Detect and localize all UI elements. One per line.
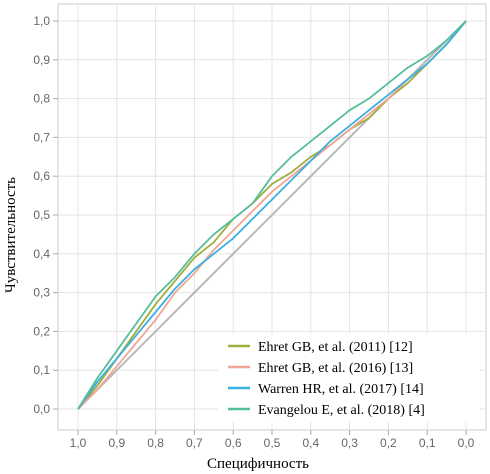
y-axis-ticks: 0,0 0,1 0,2 0,3 0,4 0,5 0,6 0,7 0,8 0,9 1,0 [33,14,58,416]
legend-label: Warren HR, et al. (2017) [14] [258,382,424,397]
series-line-4 [77,20,467,410]
x-tick-label: 0,2 [380,436,397,450]
x-tick-label: 1,0 [70,436,87,450]
y-tick-label: 0,3 [33,286,50,300]
series-line-3 [77,20,467,410]
series-lines [77,20,467,410]
legend: Ehret GB, et al. (2011) [12] Ehret GB, et… [218,334,480,422]
x-tick-label: 0,7 [186,436,203,450]
y-tick-label: 0,2 [33,324,50,338]
x-tick-label: 0,4 [302,436,319,450]
legend-label: Ehret GB, et al. (2016) [13] [258,361,413,376]
legend-label: Ehret GB, et al. (2011) [12] [258,340,413,355]
y-tick-label: 0,9 [33,53,50,67]
y-tick-label: 0,7 [33,130,50,144]
y-tick-label: 0,4 [33,247,50,261]
x-tick-label: 0,5 [264,436,281,450]
y-axis-title: Чувствительность [3,177,19,293]
y-tick-label: 0,5 [33,208,50,222]
legend-background [218,334,480,422]
x-axis-ticks: 1,0 0,9 0,8 0,7 0,6 0,5 0,4 0,3 0,2 0,1 0,0 [70,430,475,450]
x-tick-label: 0,9 [108,436,125,450]
x-tick-label: 0,6 [225,436,242,450]
x-axis-title: Специфичность [207,456,309,472]
y-tick-label: 0,1 [33,363,50,377]
x-tick-label: 0,0 [458,436,475,450]
x-tick-label: 0,1 [419,436,436,450]
x-tick-label: 0,3 [341,436,358,450]
legend-label: Evangelou E, et al. (2018) [4] [258,403,425,418]
series-line-1 [77,20,467,410]
y-tick-label: 0,6 [33,169,50,183]
y-tick-label: 0,0 [33,402,50,416]
x-tick-label: 0,8 [147,436,164,450]
y-tick-label: 0,8 [33,92,50,106]
y-tick-label: 1,0 [33,14,50,28]
series-line-2 [77,20,467,410]
